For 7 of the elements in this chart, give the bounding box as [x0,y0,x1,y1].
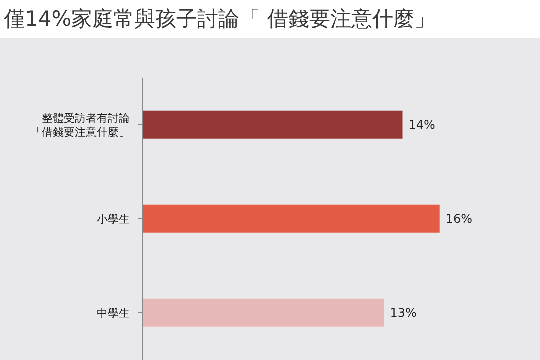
y-tick-label: 整體受訪者有討論「借錢要注意什麼」 [31,112,130,139]
y-tick-label: 中學生 [97,307,130,320]
y-tick-label: 小學生 [97,213,130,226]
chart-title: 僅14%家庭常與孩子討論「 借錢要注意什麼」 [3,6,436,33]
data-label: 14% [408,118,436,132]
data-label: 16% [446,212,473,226]
data-label: 13% [390,306,417,320]
